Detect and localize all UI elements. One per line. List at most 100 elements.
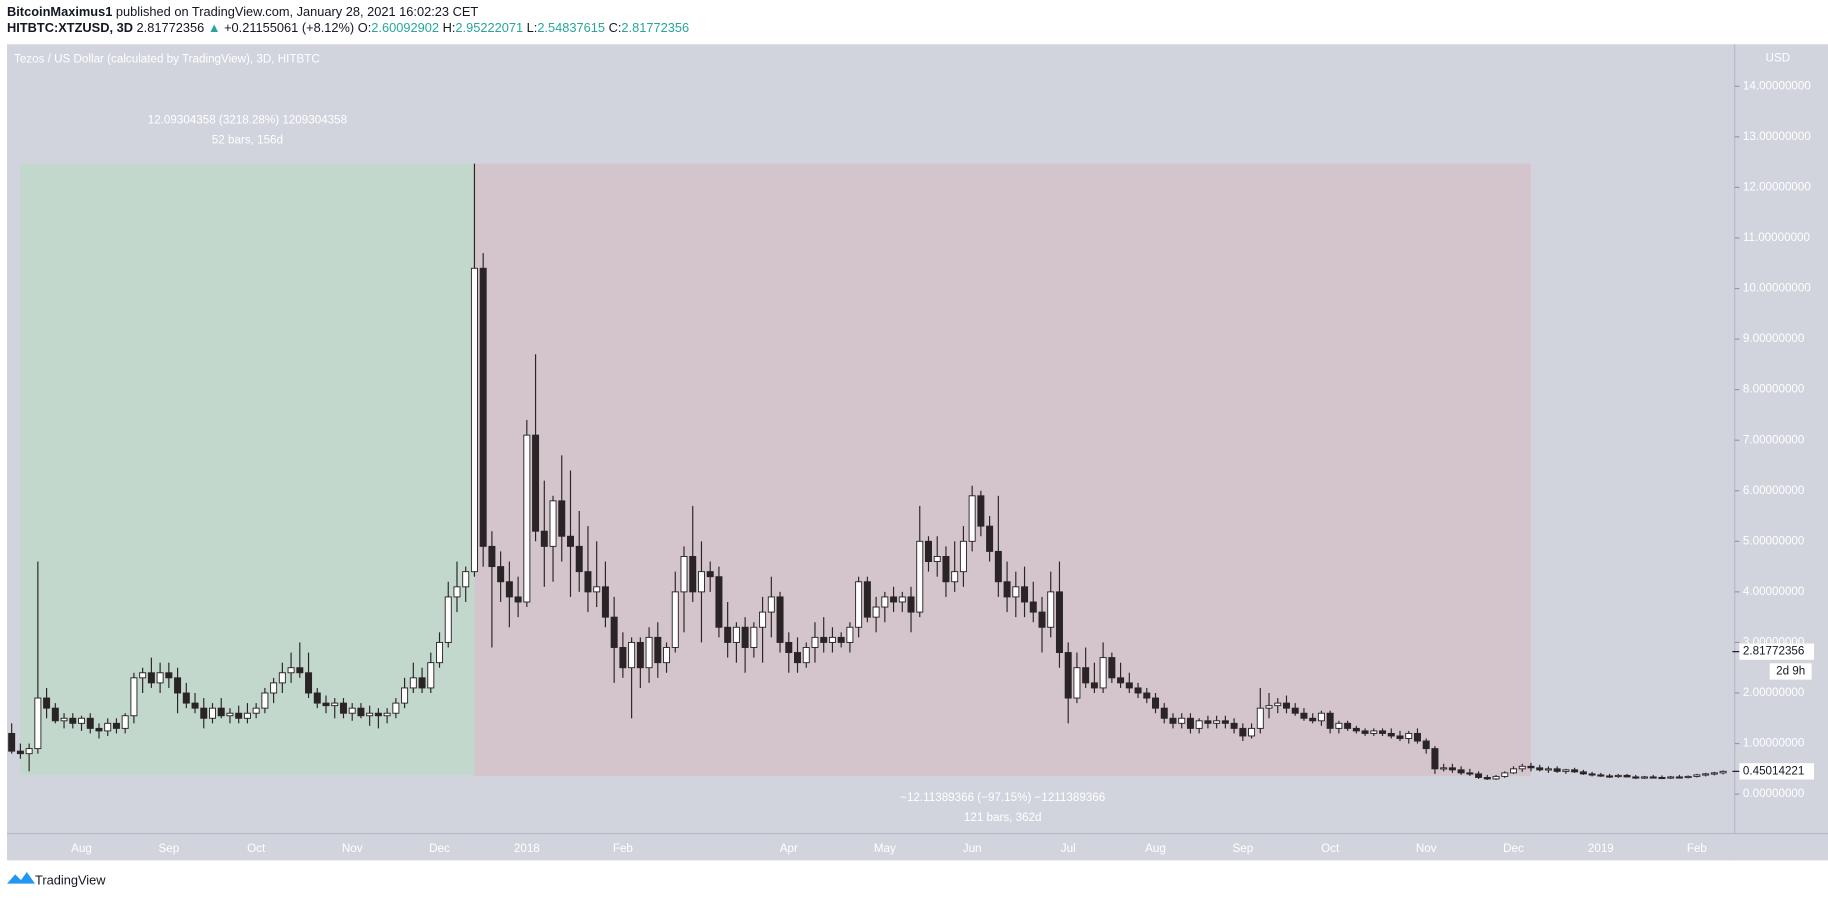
candle-body xyxy=(1055,591,1063,654)
y-tick-label: 5.00000000 xyxy=(1743,534,1805,547)
ohlc-key: H: xyxy=(443,21,456,36)
candle-body xyxy=(601,586,609,618)
candle-body xyxy=(392,702,400,714)
candle-body xyxy=(1221,720,1229,724)
countdown: 2d 9h xyxy=(1776,665,1805,678)
candle-body xyxy=(811,636,819,648)
candle-body xyxy=(785,641,793,654)
measure-label: 12.09304358 (3218.28%) 1209304358 xyxy=(148,114,347,127)
y-tick-label: 0.00000000 xyxy=(1743,787,1805,800)
candle-body xyxy=(671,591,679,648)
price-label-box xyxy=(1739,643,1814,660)
candle-body xyxy=(1099,657,1107,689)
candle-body xyxy=(1396,735,1404,739)
candle-body xyxy=(593,586,601,593)
y-tick-label: 4.00000000 xyxy=(1743,585,1805,598)
candle-body xyxy=(1073,667,1081,699)
candle-body xyxy=(1134,687,1142,694)
candle-body xyxy=(1248,727,1256,737)
candle-body xyxy=(575,545,583,573)
candle-body xyxy=(1195,720,1203,729)
candle-body xyxy=(951,571,959,583)
candle-body xyxy=(680,556,688,593)
ohlc-value: 2.95222071 xyxy=(455,21,523,36)
price-axis[interactable] xyxy=(1734,44,1828,834)
candle-body xyxy=(1562,769,1570,772)
candle-body xyxy=(86,717,94,729)
candle-body xyxy=(1256,707,1264,729)
candle-body xyxy=(1422,740,1430,750)
brand-name: TradingView xyxy=(35,873,106,888)
candle-body xyxy=(357,707,365,717)
countdown-box xyxy=(1769,663,1812,680)
candle-body xyxy=(270,682,278,694)
candle-body xyxy=(549,500,557,547)
last-price: 2.81772356 xyxy=(137,21,205,36)
candle-body xyxy=(78,717,86,724)
candle-body xyxy=(898,596,906,603)
candle-body xyxy=(1178,717,1186,724)
symbol-line: HITBTC:XTZUSD, 3D 2.81772356 ▲ +0.211550… xyxy=(7,21,689,36)
ohlc-key: C: xyxy=(609,21,622,36)
currency: USD xyxy=(1766,51,1791,64)
candle-body xyxy=(191,702,199,709)
candle-body xyxy=(977,495,985,527)
candle-body xyxy=(479,267,487,547)
candle-body xyxy=(863,581,871,618)
candle-body xyxy=(130,677,138,717)
candle-body xyxy=(470,267,478,573)
x-tick-label: Apr xyxy=(780,842,798,855)
x-tick-label: Feb xyxy=(613,842,633,855)
candle-body xyxy=(409,677,417,689)
y-tick-label: 13.00000000 xyxy=(1743,130,1811,143)
candle-body xyxy=(121,715,129,729)
candle-body xyxy=(645,636,653,669)
candle-body xyxy=(348,707,356,714)
candle-body xyxy=(1125,682,1133,689)
published: published on TradingView.com, January 28… xyxy=(116,4,478,19)
brand[interactable]: TradingView xyxy=(7,872,106,888)
candle-body xyxy=(243,712,251,719)
candle-body xyxy=(942,556,950,583)
candle-body xyxy=(174,677,182,694)
candle-body xyxy=(1553,768,1561,772)
candle-body xyxy=(916,540,924,613)
time-axis[interactable] xyxy=(7,833,1828,861)
candle-body xyxy=(820,636,828,643)
candle-body xyxy=(776,596,784,643)
candle-body xyxy=(1544,768,1552,771)
candle-body xyxy=(1370,730,1378,734)
candle-body xyxy=(25,748,33,755)
ohlc-value: 2.81772356 xyxy=(621,21,689,36)
candle-body xyxy=(566,535,574,547)
candle-body xyxy=(339,702,347,714)
candle-body xyxy=(767,596,775,613)
x-tick-label: Oct xyxy=(247,842,266,855)
candle-body xyxy=(1117,677,1125,684)
candle-body xyxy=(1152,697,1160,709)
candle-body xyxy=(296,667,304,674)
x-tick-label: Sep xyxy=(158,842,179,855)
candle-body xyxy=(1003,581,1011,598)
candle-body xyxy=(1536,767,1544,771)
author[interactable]: BitcoinMaximus1 xyxy=(7,4,112,19)
x-tick-label: Dec xyxy=(429,842,450,855)
x-tick-label: Sep xyxy=(1232,842,1253,855)
candle-body xyxy=(1702,773,1710,776)
candle-body xyxy=(287,667,295,674)
candle-body xyxy=(732,626,740,643)
candle-body xyxy=(497,566,505,583)
candle-body xyxy=(1029,601,1037,613)
x-tick-label: May xyxy=(874,842,896,855)
candle-body xyxy=(715,576,723,628)
candle-body xyxy=(654,636,662,664)
candle-body xyxy=(1510,768,1518,774)
candle-body xyxy=(51,707,59,722)
candle-body xyxy=(1431,748,1439,770)
candle-body xyxy=(217,707,225,717)
candle-body xyxy=(34,697,42,750)
x-tick-label: Aug xyxy=(71,842,92,855)
candle-body xyxy=(1466,772,1474,775)
candle-body xyxy=(60,717,68,722)
candle-body xyxy=(226,712,234,717)
